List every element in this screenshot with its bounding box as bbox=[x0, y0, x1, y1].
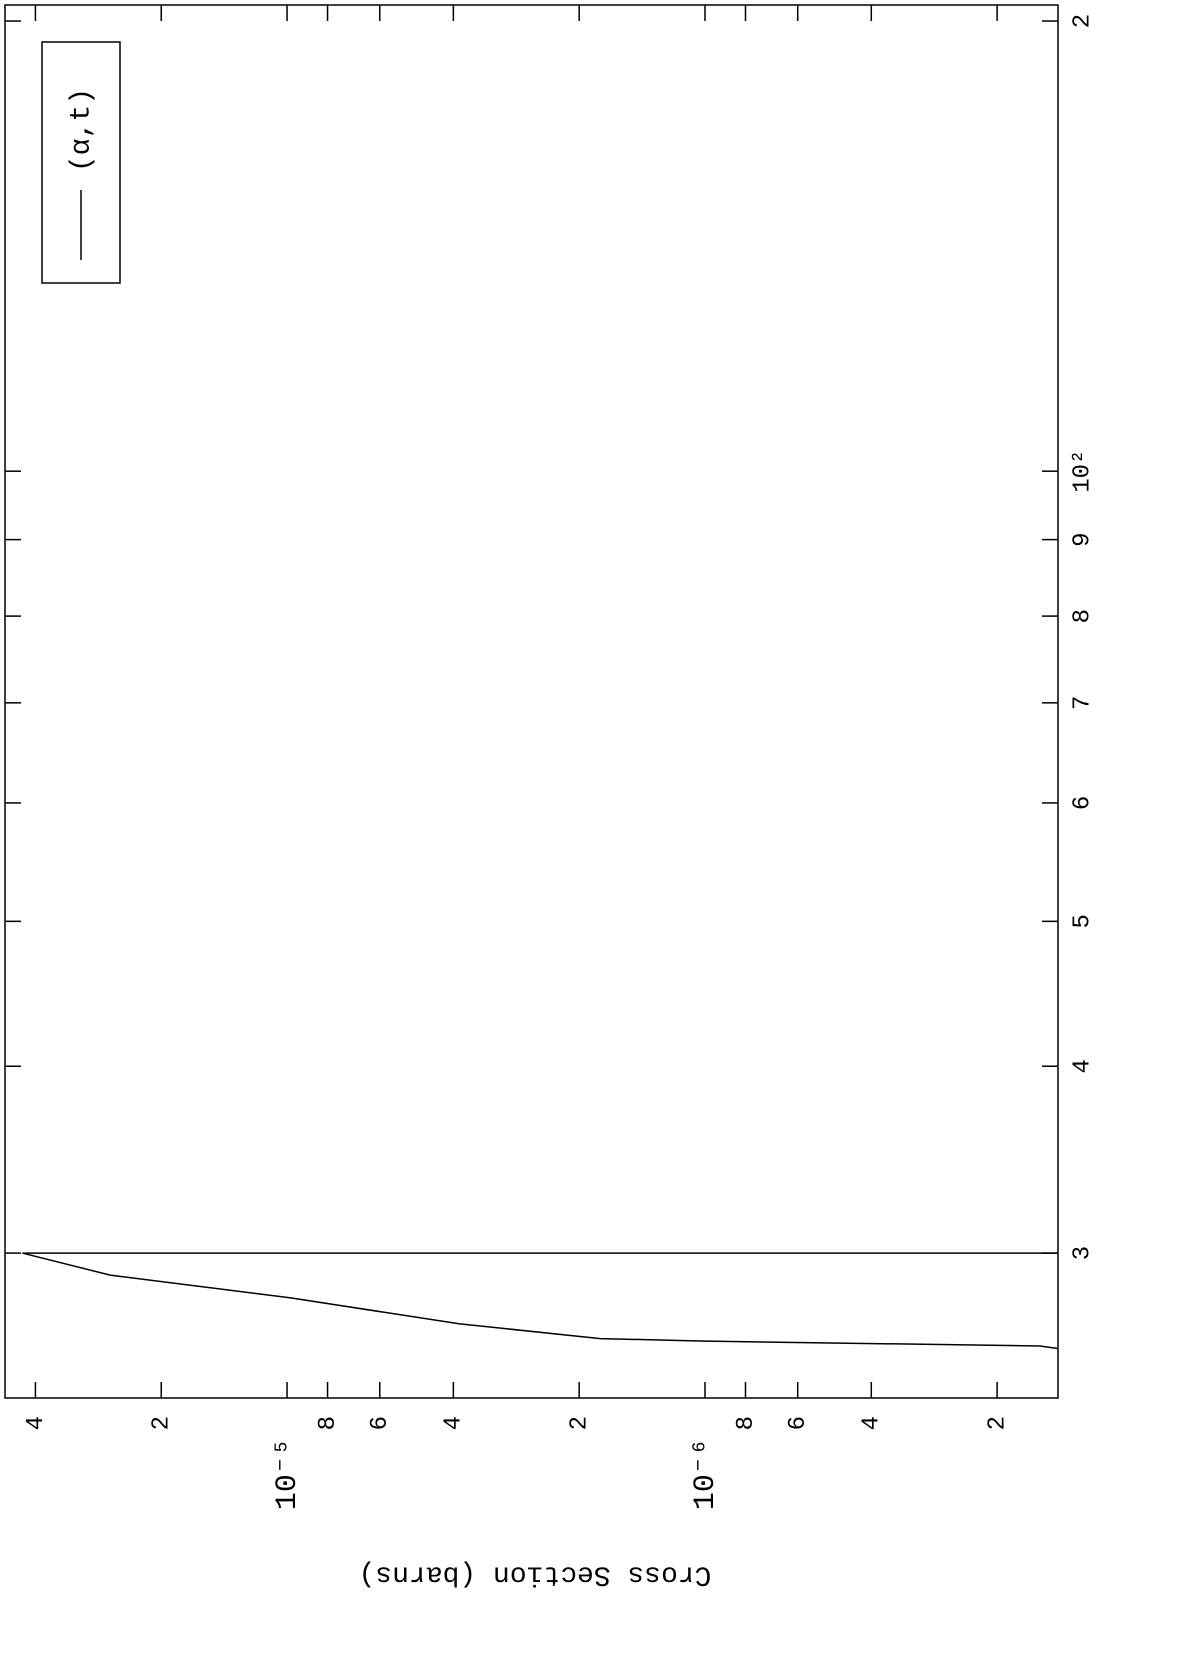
plot-frame bbox=[4, 4, 1059, 1399]
y-tick-label: 6 bbox=[367, 1416, 394, 1430]
y-tick-label: 2 bbox=[984, 1416, 1011, 1430]
x-tick-label: 7 bbox=[1069, 696, 1096, 710]
x-tick-label: 2 bbox=[1069, 14, 1096, 28]
y-tick-label: 8 bbox=[315, 1416, 342, 1430]
legend-box bbox=[41, 41, 121, 284]
y-tick-label: 4 bbox=[23, 1416, 50, 1430]
rotated-plot: Cross Section (barns) 3 4 5 6 7 8 9 10² 2 2 4 6 8 10⁻… bbox=[4, 4, 1096, 1590]
x-tick-label: 3 bbox=[1069, 1246, 1096, 1260]
x-tick-label: 8 bbox=[1069, 609, 1096, 623]
y-tick-label: 4 bbox=[859, 1416, 886, 1430]
data-line bbox=[22, 1252, 1059, 1350]
y-tick-label: 8 bbox=[733, 1416, 760, 1430]
legend-label: (α,t) bbox=[66, 88, 97, 172]
x-tick-label: 9 bbox=[1069, 532, 1096, 546]
x-tick-label: 4 bbox=[1069, 1059, 1096, 1073]
y-tick-label: 2 bbox=[567, 1416, 594, 1430]
y-tick-label: 2 bbox=[149, 1416, 176, 1430]
x-tick-label: 6 bbox=[1069, 796, 1096, 810]
y-tick-label: 6 bbox=[785, 1416, 812, 1430]
y-tick-label: 10⁻⁶ bbox=[689, 1438, 723, 1510]
x-tick-label: 5 bbox=[1069, 914, 1096, 928]
y-axis-label: Cross Section (barns) bbox=[359, 1559, 712, 1590]
y-tick-label: 10⁻⁵ bbox=[271, 1438, 305, 1510]
y-tick-label: 4 bbox=[441, 1416, 468, 1430]
x-tick-label: 10² bbox=[1069, 450, 1096, 493]
